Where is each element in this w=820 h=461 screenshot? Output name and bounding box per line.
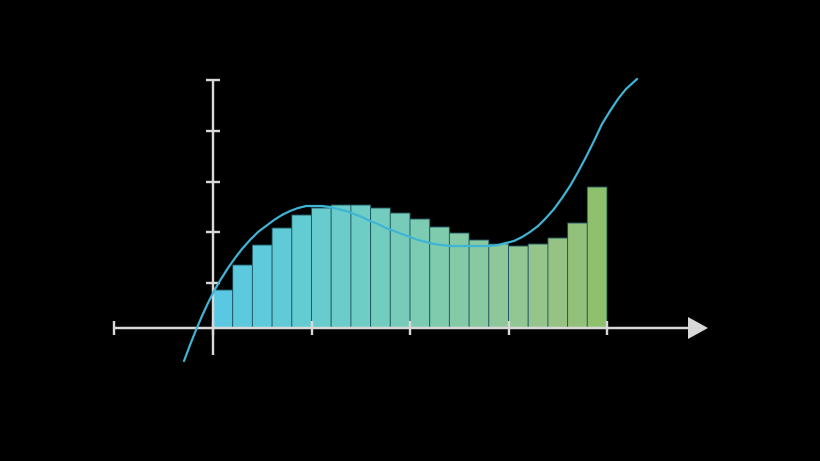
bar-11 [409, 218, 431, 329]
bar-3 [251, 244, 273, 329]
x-axis-arrow-icon [688, 317, 708, 339]
bars-group [212, 186, 608, 329]
bar-17 [527, 243, 549, 329]
bar-13 [448, 232, 470, 329]
x-axis-ticks [112, 321, 609, 335]
approximating-curve [182, 77, 639, 363]
bar-2 [232, 264, 253, 329]
bar-15 [488, 243, 509, 329]
bar-6 [311, 207, 332, 329]
bar-8 [350, 204, 372, 329]
bar-20 [586, 186, 608, 329]
bar-14 [468, 239, 490, 329]
bar-5 [291, 214, 312, 329]
bar-19 [567, 222, 588, 329]
y-axis-ticks [206, 78, 220, 285]
bar-7 [330, 204, 352, 329]
bar-1 [212, 289, 234, 329]
bar-18 [547, 237, 569, 329]
axes-group [112, 78, 708, 355]
bar-16 [508, 245, 529, 329]
bar-12 [429, 226, 450, 329]
bar-4 [271, 227, 293, 329]
